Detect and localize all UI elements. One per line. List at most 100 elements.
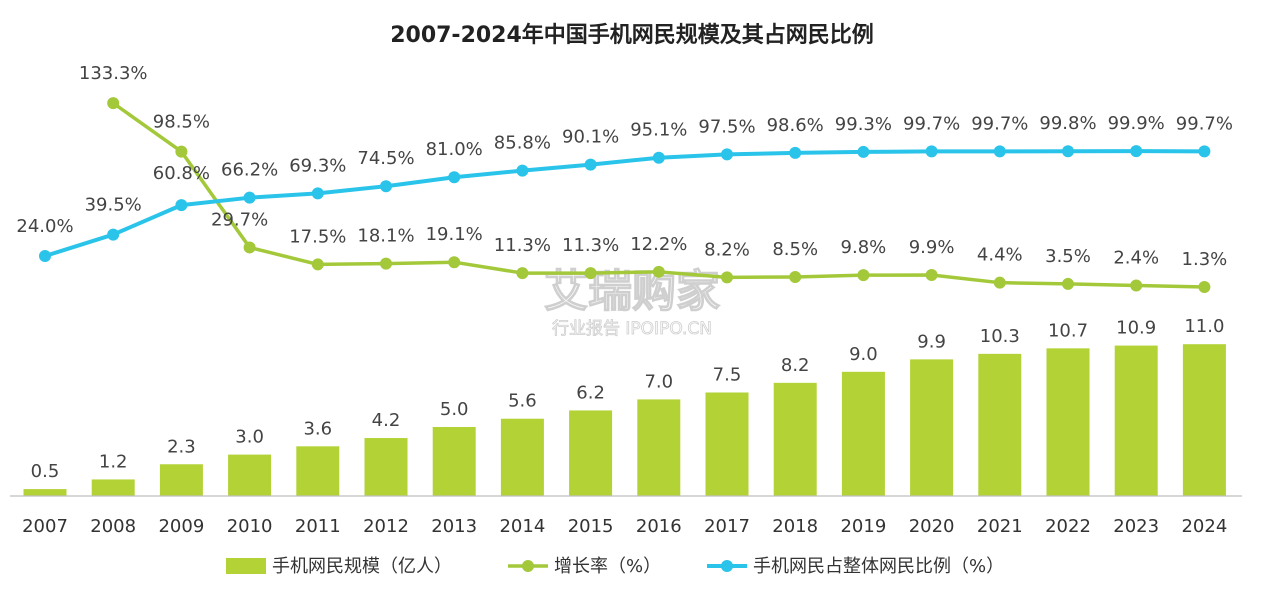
bar-2010 bbox=[228, 454, 272, 496]
bar-2014 bbox=[500, 418, 544, 496]
bar-2013 bbox=[432, 427, 476, 496]
growth-rate-label: 29.7% bbox=[211, 209, 268, 230]
bar-value-label: 0.5 bbox=[31, 461, 60, 482]
bar-2007 bbox=[23, 489, 67, 496]
legend-label-bar: 手机网民规模（亿人） bbox=[272, 556, 452, 577]
share-label: 90.1% bbox=[562, 127, 619, 148]
bar-2011 bbox=[296, 446, 340, 496]
share-point bbox=[516, 164, 529, 177]
growth-rate-label: 4.4% bbox=[977, 245, 1023, 266]
growth-rate-point bbox=[175, 145, 188, 158]
bar-2015 bbox=[569, 410, 613, 496]
legend-label-growth: 增长率（%） bbox=[554, 556, 661, 577]
share-point bbox=[448, 171, 461, 184]
bar-value-label: 2.3 bbox=[167, 436, 196, 457]
bar-value-label: 3.0 bbox=[235, 427, 264, 448]
x-tick-label: 2019 bbox=[840, 516, 886, 537]
x-tick-label: 2022 bbox=[1045, 516, 1091, 537]
x-tick-label: 2010 bbox=[227, 516, 273, 537]
growth-rate-label: 8.2% bbox=[704, 239, 750, 260]
share-point bbox=[789, 146, 802, 159]
x-tick-label: 2012 bbox=[363, 516, 409, 537]
share-point bbox=[1062, 145, 1074, 158]
bar-2022 bbox=[1046, 348, 1090, 496]
bar-value-label: 4.2 bbox=[372, 410, 401, 431]
x-tick-label: 2021 bbox=[977, 516, 1023, 537]
share-label: 99.9% bbox=[1108, 113, 1165, 134]
bar-value-label: 5.6 bbox=[508, 391, 537, 412]
bar-value-label: 1.2 bbox=[99, 451, 128, 472]
growth-rate-label: 3.5% bbox=[1045, 246, 1091, 267]
share-label: 85.8% bbox=[494, 133, 551, 154]
bar-value-label: 9.9 bbox=[917, 331, 946, 352]
bar-2021 bbox=[978, 353, 1022, 496]
growth-rate-point bbox=[311, 258, 324, 271]
bar-2019 bbox=[841, 371, 885, 496]
growth-rate-point bbox=[243, 241, 256, 254]
bar-value-label: 10.3 bbox=[980, 326, 1020, 347]
watermark: 艾瑞购家 行业报告 IPOIPO.CN bbox=[543, 265, 720, 339]
growth-rate-label: 98.5% bbox=[153, 112, 210, 133]
share-point bbox=[584, 158, 597, 171]
share-label: 69.3% bbox=[289, 155, 346, 176]
growth-rate-point bbox=[107, 97, 120, 110]
growth-rate-point bbox=[1198, 281, 1211, 293]
share-point bbox=[39, 250, 51, 262]
bar-2018 bbox=[773, 382, 817, 496]
growth-rate-label: 9.9% bbox=[909, 237, 955, 258]
growth-rate-label: 9.8% bbox=[841, 237, 887, 258]
bar-value-label: 7.5 bbox=[713, 365, 742, 386]
share-label: 74.5% bbox=[357, 148, 414, 169]
growth-rate-point bbox=[584, 267, 597, 280]
share-point bbox=[311, 187, 324, 200]
bar-value-label: 10.9 bbox=[1116, 318, 1156, 339]
share-label: 98.6% bbox=[767, 115, 824, 136]
share-point bbox=[380, 180, 392, 193]
watermark-sub: 行业报告 IPOIPO.CN bbox=[552, 319, 712, 339]
share-label: 66.2% bbox=[221, 160, 278, 181]
bar-2016 bbox=[637, 399, 681, 496]
x-tick-label: 2023 bbox=[1113, 516, 1159, 537]
legend: 手机网民规模（亿人） 增长率（%） 手机网民占整体网民比例（%） bbox=[226, 556, 1004, 577]
growth-rate-point bbox=[448, 256, 461, 269]
growth-rate-label: 17.5% bbox=[289, 226, 346, 247]
share-label: 99.8% bbox=[1039, 113, 1096, 134]
growth-rate-label: 133.3% bbox=[79, 63, 148, 84]
share-label: 97.5% bbox=[698, 116, 755, 137]
x-tick-label: 2017 bbox=[704, 516, 750, 537]
x-tick-label: 2018 bbox=[772, 516, 818, 537]
chart-title: 2007-2024年中国手机网民规模及其占网民比例 bbox=[390, 22, 874, 48]
bar-2020 bbox=[910, 359, 954, 496]
share-label: 95.1% bbox=[630, 120, 687, 141]
growth-rate-point bbox=[516, 267, 529, 280]
growth-rate-point bbox=[1130, 279, 1143, 292]
share-label: 99.7% bbox=[903, 113, 960, 134]
growth-rate-label: 12.2% bbox=[630, 234, 687, 255]
growth-rate-point bbox=[380, 257, 392, 270]
growth-rate-point bbox=[993, 276, 1006, 289]
x-tick-label: 2007 bbox=[22, 516, 68, 537]
growth-rate-point bbox=[789, 270, 802, 283]
growth-rate-point bbox=[1062, 277, 1074, 290]
legend-label-share: 手机网民占整体网民比例（%） bbox=[753, 556, 1004, 577]
legend-swatch-bar bbox=[226, 558, 266, 574]
bar-2024 bbox=[1182, 344, 1226, 496]
x-tick-label: 2013 bbox=[431, 516, 477, 537]
bar-2012 bbox=[364, 438, 408, 496]
growth-rate-point bbox=[857, 269, 870, 282]
growth-rate-label: 19.1% bbox=[426, 224, 483, 245]
growth-rate-point bbox=[721, 271, 733, 284]
share-point bbox=[721, 148, 733, 161]
bar-2023 bbox=[1114, 345, 1158, 496]
share-label: 39.5% bbox=[85, 195, 142, 216]
growth-rate-label: 1.3% bbox=[1182, 249, 1228, 270]
x-tick-label: 2015 bbox=[568, 516, 614, 537]
x-tick-label: 2016 bbox=[636, 516, 682, 537]
growth-rate-label: 11.3% bbox=[562, 235, 619, 256]
bar-value-label: 6.2 bbox=[576, 382, 605, 403]
share-label: 99.3% bbox=[835, 114, 892, 135]
bar-value-label: 5.0 bbox=[440, 399, 469, 420]
growth-rate-label: 11.3% bbox=[494, 235, 551, 256]
legend-marker-growth bbox=[522, 560, 534, 572]
